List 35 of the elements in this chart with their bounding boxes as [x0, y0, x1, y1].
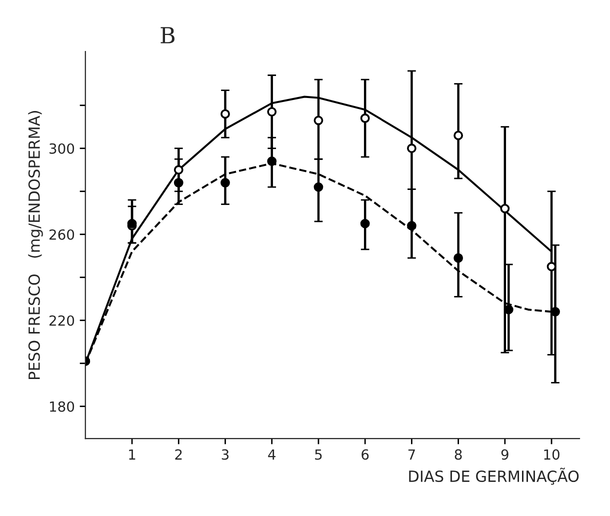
point: [500, 204, 510, 214]
y-tick-label: 300: [50, 143, 74, 154]
point: [360, 218, 370, 228]
x-tick-label: 9: [501, 449, 508, 460]
y-tick-label: 220: [49, 315, 74, 326]
x-tick-label: 1: [129, 449, 136, 460]
x-axis-title: DIAS DE GERMINAÇÃO: [409, 468, 579, 485]
x-tick-label: 10: [544, 449, 560, 460]
y-axis-title: PESO FRESCO (mg/ENDOSPERMA): [28, 111, 43, 379]
y-tick-label: 260: [49, 229, 74, 240]
point: [267, 107, 277, 117]
point: [220, 109, 230, 119]
x-tick-label: 6: [362, 449, 369, 460]
x-tick-label: 4: [268, 449, 276, 460]
point: [546, 262, 556, 272]
point: [360, 114, 370, 123]
point: [454, 253, 464, 263]
point: [267, 156, 277, 166]
x-tick-label: 3: [222, 449, 229, 460]
point: [406, 221, 416, 230]
point: [174, 165, 184, 175]
point: [314, 182, 324, 192]
x-tick-label: 7: [408, 449, 415, 460]
y-tick-label: 180: [50, 401, 74, 412]
x-tick-label: 2: [175, 449, 182, 460]
point: [220, 178, 230, 188]
point: [314, 116, 324, 126]
x-tick-label: 5: [315, 449, 322, 460]
point: [174, 178, 184, 188]
point: [127, 218, 137, 228]
point: [504, 304, 514, 314]
point: [454, 130, 464, 140]
x-tick-label: 8: [454, 449, 462, 460]
point: [406, 144, 416, 154]
chart-title: B: [160, 27, 174, 44]
